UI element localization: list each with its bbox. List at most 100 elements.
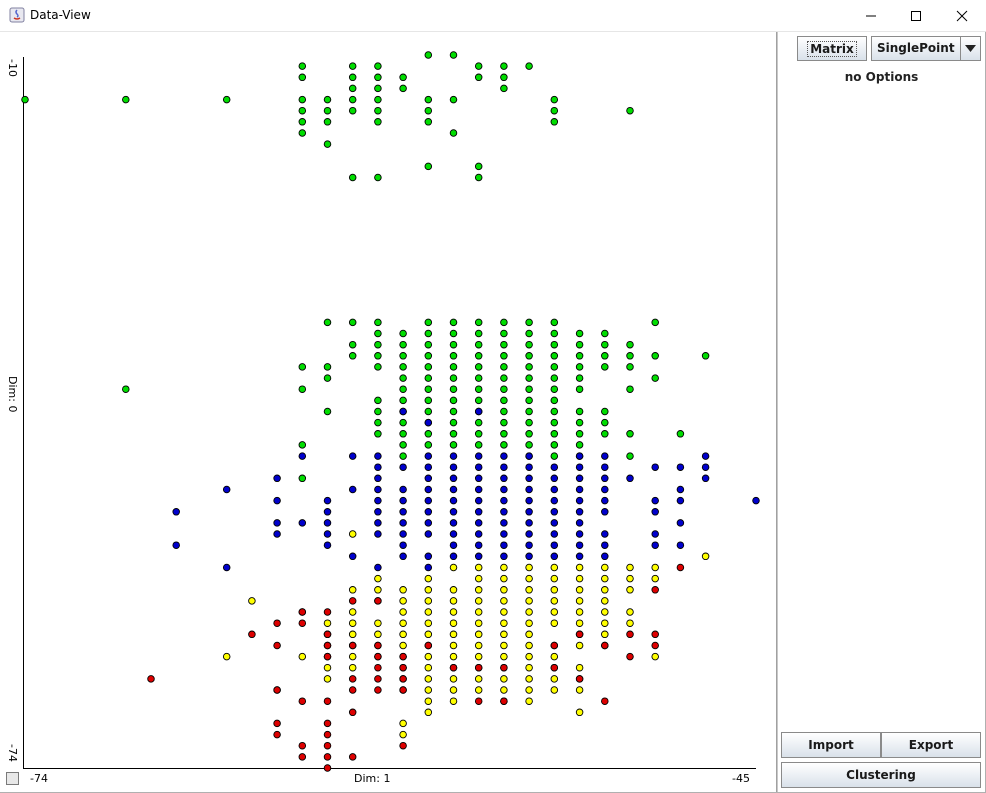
yellow-data-point (374, 630, 382, 639)
red-data-point (651, 630, 659, 639)
view-mode-select[interactable]: SinglePoint (871, 36, 981, 61)
green-data-point (424, 407, 433, 416)
blue-data-point (601, 496, 609, 505)
green-data-point (701, 352, 710, 360)
green-data-point (601, 340, 609, 349)
blue-data-point (399, 407, 407, 416)
blue-data-point (424, 485, 433, 494)
blue-data-point (374, 496, 382, 505)
green-data-point (449, 95, 458, 104)
blue-data-point (348, 552, 357, 561)
green-data-point (449, 407, 458, 416)
green-data-point (474, 418, 483, 427)
green-data-point (575, 374, 584, 382)
maximize-button[interactable] (893, 0, 939, 31)
green-data-point (374, 407, 382, 416)
green-data-point (424, 340, 433, 349)
yellow-data-point (399, 730, 407, 739)
blue-data-point (449, 530, 458, 538)
yellow-data-point (525, 597, 533, 605)
yellow-data-point (626, 619, 634, 627)
blue-data-point (424, 530, 433, 538)
green-data-point (449, 418, 458, 427)
green-data-point (399, 340, 407, 349)
yellow-data-point (424, 586, 433, 594)
close-button[interactable] (939, 0, 985, 31)
yellow-data-point (500, 619, 508, 627)
yellow-data-point (474, 686, 483, 694)
yellow-data-point (424, 697, 433, 705)
blue-data-point (626, 474, 634, 483)
blue-data-point (676, 519, 685, 527)
blue-data-point (474, 519, 483, 527)
green-data-point (525, 385, 533, 393)
red-data-point (248, 630, 256, 639)
blue-data-point (399, 485, 407, 494)
green-data-point (399, 430, 407, 438)
blue-data-point (525, 485, 533, 494)
scatter-plot-panel[interactable] (0, 32, 776, 792)
yellow-data-point (449, 630, 458, 639)
blue-data-point (449, 452, 458, 460)
red-data-point (374, 675, 382, 683)
import-button[interactable]: Import (781, 732, 881, 758)
yellow-data-point (651, 574, 659, 583)
blue-data-point (550, 530, 559, 538)
green-data-point (575, 385, 584, 393)
clustering-button[interactable]: Clustering (781, 762, 981, 788)
green-data-point (374, 84, 382, 93)
green-data-point (298, 129, 307, 137)
blue-data-point (474, 407, 483, 416)
yellow-data-point (222, 652, 231, 661)
green-data-point (550, 430, 559, 438)
green-data-point (500, 407, 508, 416)
green-data-point (374, 363, 382, 371)
yellow-data-point (575, 641, 584, 650)
green-data-point (348, 62, 357, 70)
green-data-point (525, 407, 533, 416)
yellow-data-point (348, 663, 357, 672)
blue-data-point (449, 474, 458, 483)
blue-data-point (474, 530, 483, 538)
blue-data-point (474, 552, 483, 561)
plot-corner-box[interactable] (6, 772, 19, 785)
blue-data-point (500, 485, 508, 494)
green-data-point (449, 329, 458, 338)
minimize-button[interactable] (848, 0, 894, 31)
blue-data-point (601, 541, 609, 549)
blue-data-point (575, 552, 584, 561)
blue-data-point (525, 519, 533, 527)
red-data-point (601, 697, 609, 705)
yellow-data-point (424, 708, 433, 717)
green-data-point (374, 318, 382, 327)
green-data-point (374, 329, 382, 338)
matrix-button-label: Matrix (807, 40, 857, 57)
yellow-data-point (525, 697, 533, 705)
red-data-point (474, 663, 483, 672)
export-button[interactable]: Export (881, 732, 981, 758)
blue-data-point (601, 530, 609, 538)
yellow-data-point (525, 586, 533, 594)
chevron-down-icon[interactable] (960, 37, 980, 60)
green-data-point (374, 118, 382, 126)
green-data-point (374, 352, 382, 360)
blue-data-point (575, 541, 584, 549)
green-data-point (525, 374, 533, 382)
blue-data-point (449, 552, 458, 561)
matrix-button[interactable]: Matrix (797, 36, 867, 61)
green-data-point (500, 430, 508, 438)
yellow-data-point (550, 686, 559, 694)
green-data-point (474, 385, 483, 393)
yellow-data-point (449, 619, 458, 627)
close-icon (956, 10, 968, 21)
red-data-point (374, 652, 382, 661)
green-data-point (298, 73, 307, 82)
yellow-data-point (500, 686, 508, 694)
green-data-point (449, 318, 458, 327)
red-data-point (348, 597, 357, 605)
blue-data-point (500, 552, 508, 561)
blue-data-point (525, 463, 533, 471)
blue-data-point (525, 541, 533, 549)
green-data-point (298, 62, 307, 70)
panel-divider[interactable] (776, 32, 778, 792)
